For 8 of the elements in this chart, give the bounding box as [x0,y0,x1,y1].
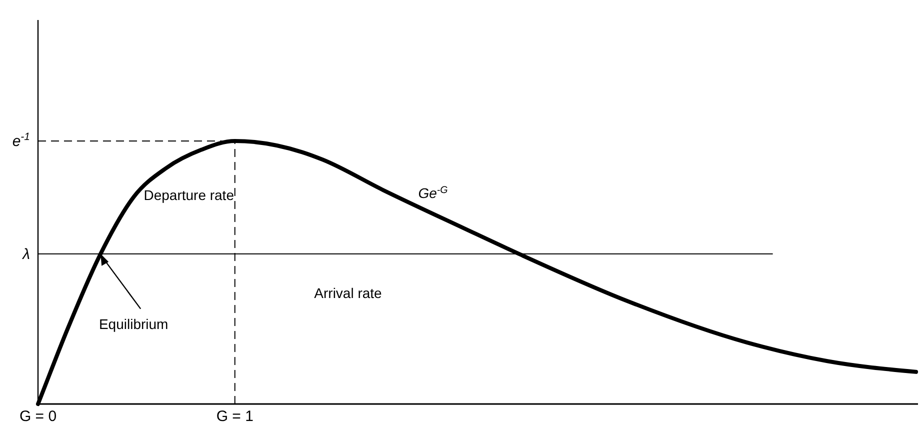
ref-line-label: e$^{-1}$ [12,130,30,150]
annotation: Departure rate [144,187,234,203]
annotation: Ge$^{-G}$ [418,184,448,201]
annotation: Arrival rate [314,285,382,301]
x-tick-label: G = 1 [216,408,254,425]
x-tick-label: G = 0 [19,408,57,425]
annotation: Equilibrium [98,316,168,332]
ref-line-label: λ [22,246,30,263]
